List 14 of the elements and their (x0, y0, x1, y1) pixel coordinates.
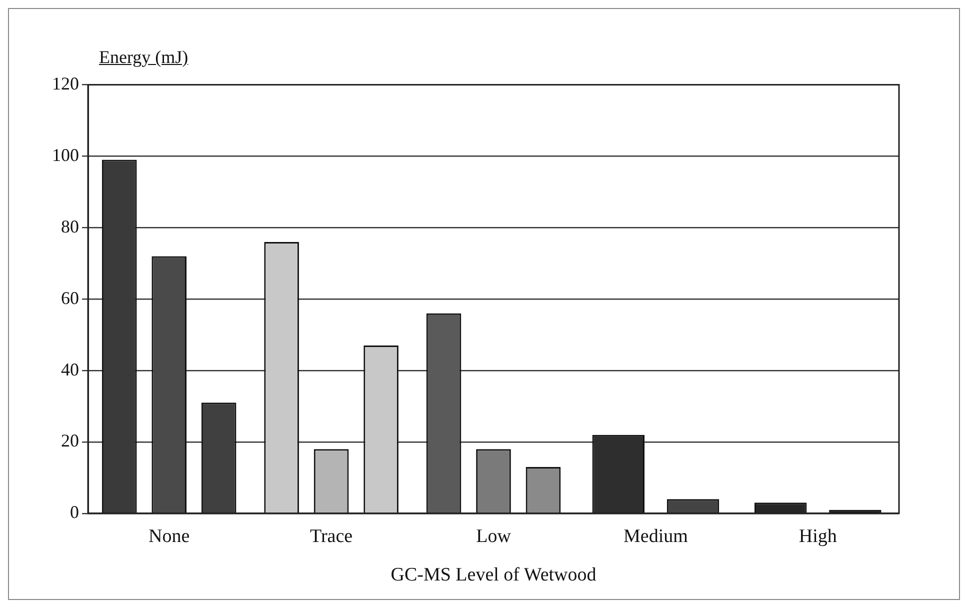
y-tick-label: 0 (70, 502, 79, 522)
y-tick-label: 80 (61, 216, 79, 236)
x-axis-title: GC-MS Level of Wetwood (390, 564, 597, 586)
x-tick-label: High (798, 526, 838, 547)
y-tick-label: 60 (61, 288, 79, 308)
x-tick-label: Trace (310, 526, 353, 547)
y-axis-title: Energy (mJ) (99, 47, 188, 68)
y-tick-label: 40 (61, 359, 79, 380)
x-tick-label: Low (476, 526, 512, 547)
y-tick-label: 20 (61, 430, 79, 451)
y-tick-label: 120 (52, 74, 79, 94)
y-tick-label: 100 (52, 144, 79, 165)
x-tick-label: None (148, 526, 190, 547)
x-tick-label: Medium (624, 526, 688, 547)
